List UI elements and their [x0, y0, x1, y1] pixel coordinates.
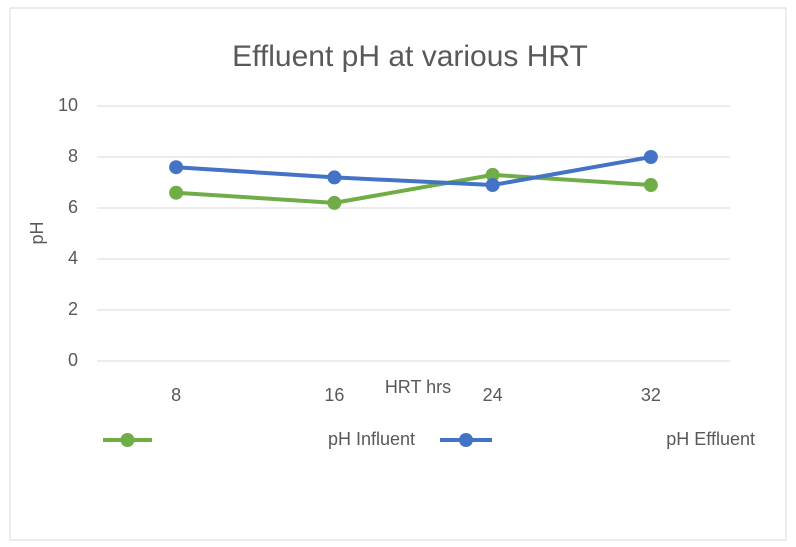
y-tick-label: 2 — [68, 299, 78, 319]
y-tick-label: 10 — [58, 95, 78, 115]
y-tick-label: 6 — [68, 197, 78, 217]
data-point — [485, 167, 500, 182]
x-tick-label: 16 — [324, 385, 344, 405]
y-tick-label: 0 — [68, 350, 78, 370]
data-point — [643, 178, 658, 193]
legend-marker — [459, 433, 473, 447]
chart-title: Effluent pH at various HRT — [232, 40, 588, 73]
y-tick-label: 8 — [68, 146, 78, 166]
data-point — [485, 178, 500, 193]
data-point — [169, 160, 184, 175]
y-axis-label: pH — [27, 221, 47, 244]
series-line — [175, 172, 652, 205]
series-line — [175, 155, 652, 188]
data-point — [327, 170, 342, 185]
x-tick-label: 8 — [171, 385, 181, 405]
legend-marker — [120, 433, 135, 447]
data-point — [643, 150, 658, 164]
legend-label: pH Effluent — [666, 429, 755, 449]
chart-frame — [9, 7, 787, 541]
legend-label: pH Influent — [328, 429, 415, 449]
y-tick-label: 4 — [68, 248, 78, 268]
data-point — [327, 195, 342, 210]
x-axis-label: HRT hrs — [385, 377, 451, 397]
x-tick-label: 32 — [641, 385, 661, 405]
data-point — [169, 185, 184, 200]
x-tick-label: 24 — [483, 385, 503, 405]
